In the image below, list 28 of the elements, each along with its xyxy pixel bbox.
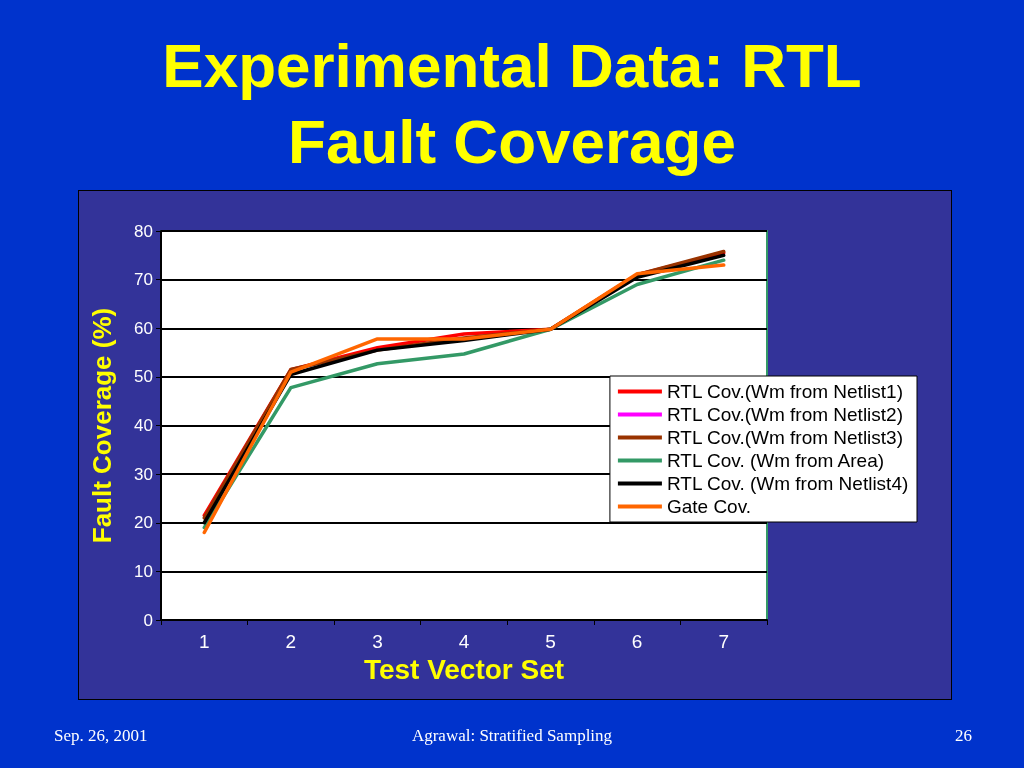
x-axis-title: Test Vector Set [363, 654, 565, 686]
legend-label: Gate Cov. [666, 496, 752, 517]
x-tick-label: 5 [545, 631, 556, 652]
legend-label: RTL Cov.(Wm from Netlist1) [666, 381, 904, 402]
text: Sep. 26, 2001 [54, 726, 148, 746]
text: Agrawal: Stratified Sampling [411, 726, 613, 745]
y-tick-label: 80 [134, 221, 153, 241]
legend-label: RTL Cov.(Wm from Netlist3) [666, 427, 904, 448]
x-tick-label: 6 [631, 631, 643, 652]
legend-label: RTL Cov. (Wm from Netlist4) [666, 473, 909, 494]
y-tick-label: 10 [134, 561, 153, 581]
legend-label: RTL Cov.(Wm from Netlist2) [666, 404, 904, 425]
x-tick-label: 4 [458, 631, 470, 652]
text: 26 [955, 726, 972, 746]
y-tick-label: 70 [134, 270, 153, 290]
x-tick-label: 3 [372, 631, 383, 652]
y-tick-label: 20 [134, 513, 153, 533]
y-tick-label: 60 [134, 318, 153, 338]
y-tick-label: 40 [134, 416, 153, 435]
x-tick-label: 1 [199, 631, 210, 652]
x-tick-label: 2 [285, 631, 297, 652]
y-tick-label: 0 [143, 610, 153, 630]
legend-label: RTL Cov. (Wm from Area) [666, 450, 885, 471]
x-tick-label: 7 [718, 631, 729, 652]
chart-title: Experimental Data: RTL Fault Coverage [161, 30, 863, 178]
y-tick-label: 30 [134, 464, 153, 484]
y-tick-label: 50 [134, 367, 153, 387]
y-axis-title: Fault Coverage (%) [87, 307, 117, 544]
